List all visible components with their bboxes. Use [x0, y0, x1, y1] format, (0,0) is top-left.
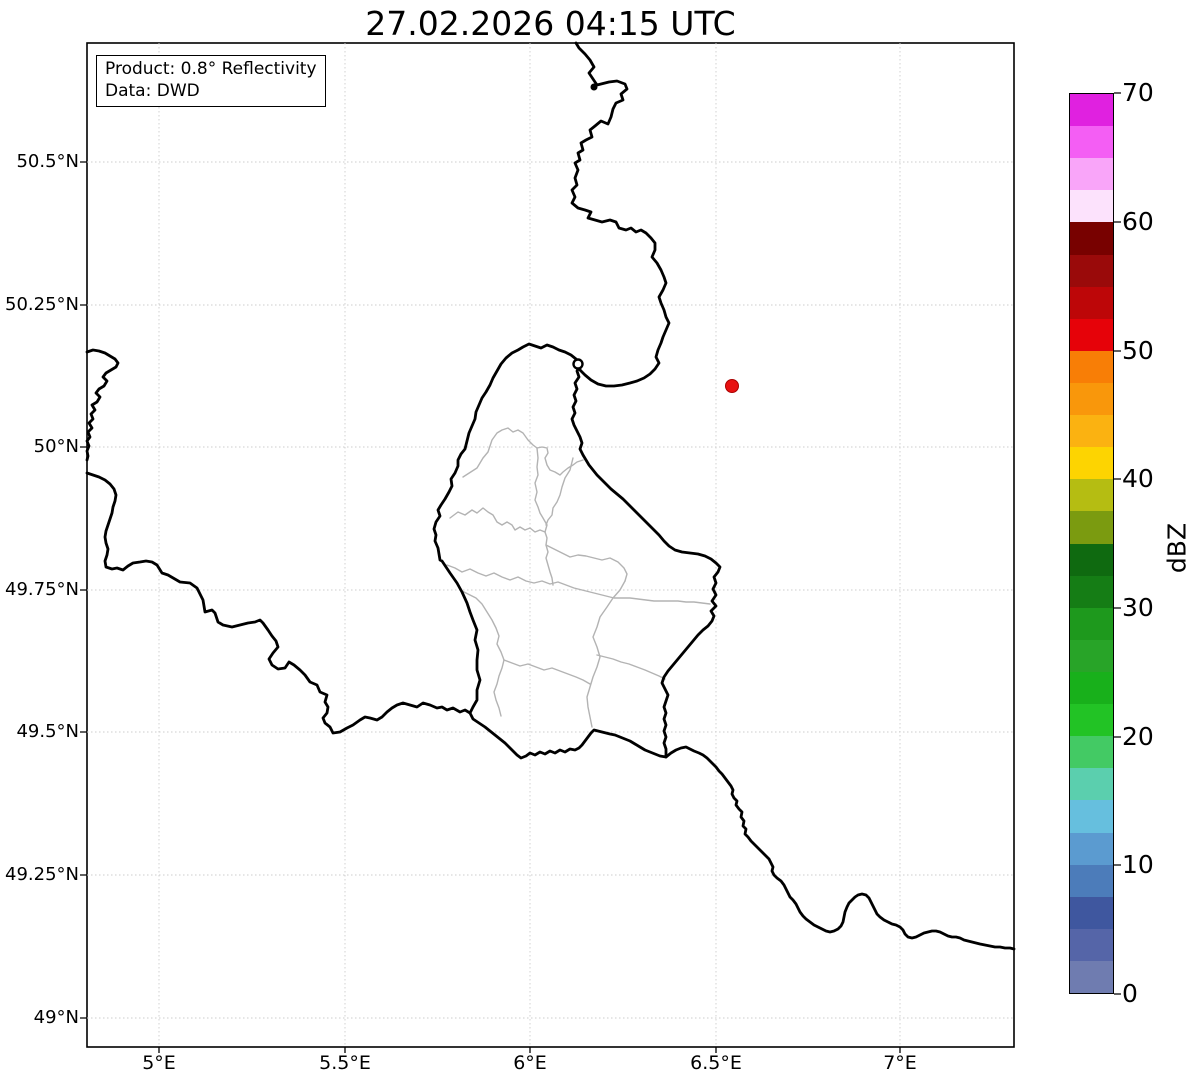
district-border-remich-north: [596, 654, 666, 680]
page-title: 27.02.2026 04:15 UTC: [365, 4, 736, 43]
district-border-diekirch-south: [446, 564, 711, 605]
y-tick-label: 49.5°N: [16, 721, 79, 742]
colorbar-segment: [1070, 382, 1113, 416]
colorbar-segment: [1070, 607, 1113, 640]
colorbar-segment: [1070, 350, 1113, 383]
colorbar-segment: [1070, 768, 1113, 801]
colorbar-segment: [1070, 671, 1113, 705]
colorbar-segment: [1070, 960, 1113, 994]
colorbar-segment: [1070, 447, 1113, 480]
x-tick-label: 7°E: [883, 1052, 917, 1074]
plot-frame: [86, 42, 1015, 1048]
radar-site-marker: [725, 379, 739, 393]
product-info-line2: Data: DWD: [105, 81, 200, 101]
colorbar-segment: [1070, 254, 1113, 287]
x-tick-label: 5°E: [142, 1052, 176, 1074]
y-tick-label: 50.25°N: [5, 294, 79, 315]
border-belgium-germany: [570, 41, 671, 388]
colorbar-segment: [1070, 543, 1113, 576]
colorbar-tick-label: 10: [1122, 850, 1154, 879]
colorbar-tick-label: 30: [1122, 593, 1154, 622]
colorbar-segment: [1070, 190, 1113, 223]
border-france-germany: [664, 745, 1016, 951]
colorbar-ticks: [1114, 92, 1121, 995]
y-tick-label: 50°N: [33, 436, 79, 457]
y-tick-label: 50.5°N: [16, 151, 79, 172]
colorbar-segment: [1070, 94, 1113, 127]
colorbar-tick-label: 20: [1122, 722, 1154, 751]
border-belgium-france-loop: [85, 348, 120, 462]
colorbar-segment: [1070, 575, 1113, 608]
product-info-line1: Product: 0.8° Reflectivity: [105, 59, 317, 79]
district-border-wiltz-south: [449, 507, 546, 533]
colorbar-tick-label: 70: [1122, 78, 1154, 107]
district-border-esch-north: [503, 659, 591, 685]
border-knot-north: [590, 83, 598, 91]
axis-ticks: [80, 161, 901, 1053]
y-tick-label: 49.25°N: [5, 864, 79, 885]
country-borders: [85, 41, 1016, 951]
district-border-mersch-east: [545, 544, 628, 582]
colorbar-segment: [1070, 704, 1113, 737]
colorbar-segment: [1070, 158, 1113, 191]
colorbar-segment: [1070, 864, 1113, 897]
colorbar-segment: [1070, 832, 1113, 865]
colorbar-segment: [1070, 479, 1113, 512]
x-tick-label: 6.5°E: [690, 1052, 742, 1074]
district-border-vianden: [545, 457, 574, 526]
colorbar: [1069, 93, 1114, 994]
border-belgium-france: [85, 471, 472, 735]
colorbar-segment: [1070, 286, 1113, 319]
border-knot-ouren: [572, 358, 584, 370]
colorbar-tick-label: 0: [1122, 979, 1138, 1008]
district-border-luxembourg-west: [586, 580, 626, 728]
colorbar-tick-label: 60: [1122, 207, 1154, 236]
y-tick-label: 49.75°N: [5, 579, 79, 600]
colorbar-segment: [1070, 800, 1113, 833]
colorbar-segment: [1070, 928, 1113, 961]
colorbar-tick-label: 50: [1122, 336, 1154, 365]
border-luxembourg-outline: [432, 342, 722, 760]
colorbar-segment: [1070, 639, 1113, 672]
district-border-central-vertical: [534, 447, 554, 586]
colorbar-segment: [1070, 896, 1113, 929]
colorbar-segment: [1070, 222, 1113, 255]
product-info-box: Product: 0.8° Reflectivity Data: DWD: [96, 55, 326, 107]
district-border-capellen-west: [459, 589, 505, 717]
colorbar-unit-label: dBZ: [1162, 522, 1192, 574]
colorbar-segment: [1070, 126, 1113, 159]
x-tick-label: 6°E: [513, 1052, 547, 1074]
x-tick-label: 5.5°E: [319, 1052, 371, 1074]
colorbar-segment: [1070, 511, 1113, 544]
district-borders: [446, 427, 711, 728]
colorbar-segment: [1070, 736, 1113, 769]
colorbar-swatches: [1070, 94, 1113, 994]
y-tick-label: 49°N: [33, 1007, 79, 1028]
colorbar-tick-label: 40: [1122, 464, 1154, 493]
colorbar-segment: [1070, 318, 1113, 351]
colorbar-segment: [1070, 415, 1113, 448]
